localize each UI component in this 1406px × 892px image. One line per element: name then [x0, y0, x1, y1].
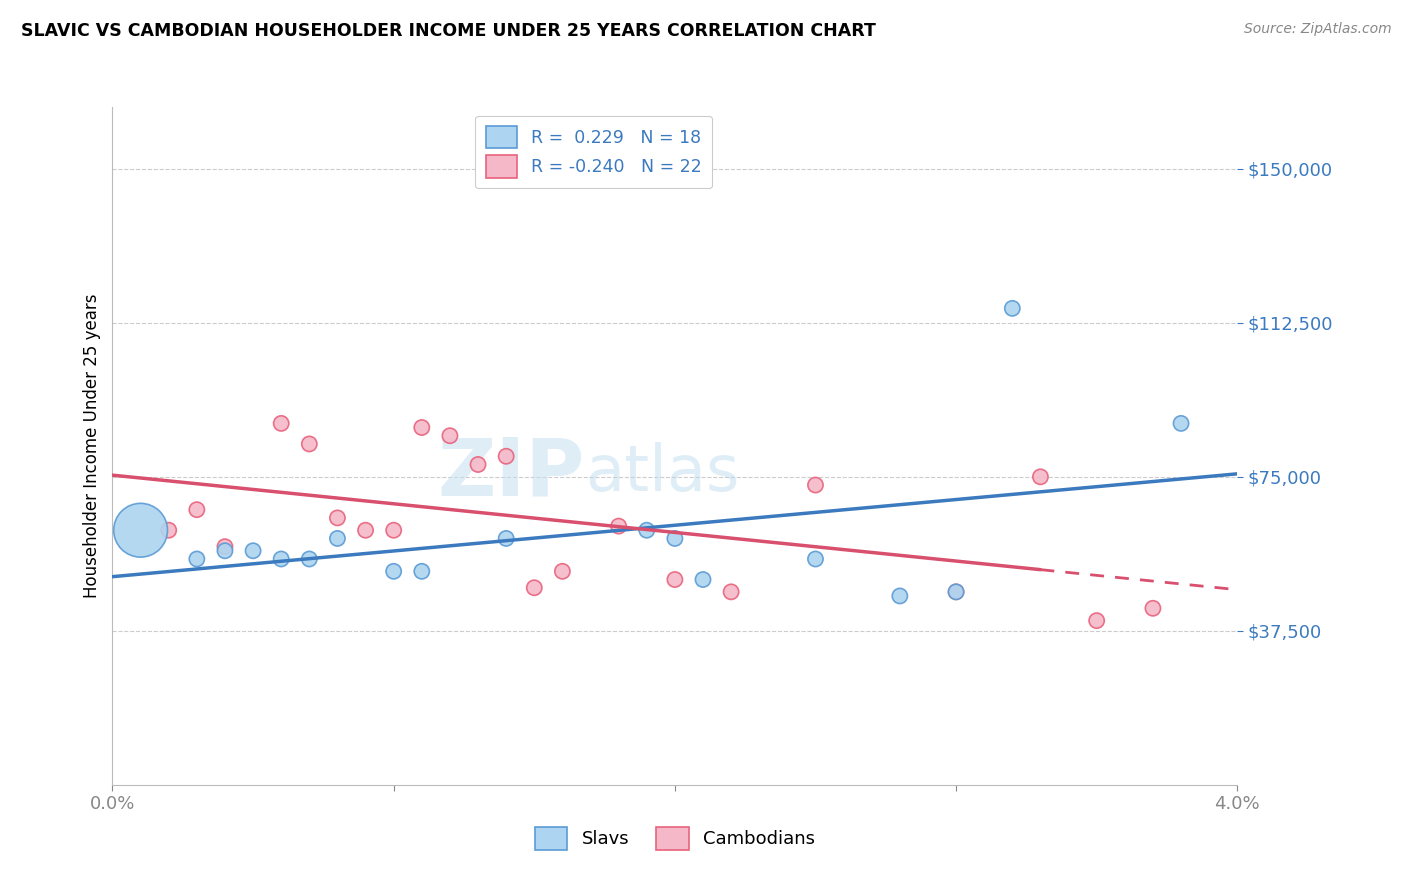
Point — [382, 564, 405, 578]
Point — [186, 502, 208, 516]
Point — [636, 523, 658, 537]
Point — [1085, 614, 1108, 628]
Text: ZIP: ZIP — [437, 434, 585, 512]
Point — [551, 564, 574, 578]
Point — [945, 585, 967, 599]
Point — [411, 564, 433, 578]
Point — [1142, 601, 1164, 615]
Point — [270, 552, 292, 566]
Point — [607, 519, 630, 533]
Point — [523, 581, 546, 595]
Point — [242, 543, 264, 558]
Point — [326, 511, 349, 525]
Point — [664, 532, 686, 546]
Point — [298, 552, 321, 566]
Point — [495, 532, 517, 546]
Point — [720, 585, 742, 599]
Point — [186, 552, 208, 566]
Text: SLAVIC VS CAMBODIAN HOUSEHOLDER INCOME UNDER 25 YEARS CORRELATION CHART: SLAVIC VS CAMBODIAN HOUSEHOLDER INCOME U… — [21, 22, 876, 40]
Y-axis label: Householder Income Under 25 years: Householder Income Under 25 years — [83, 293, 101, 599]
Point — [664, 573, 686, 587]
Point — [326, 532, 349, 546]
Point — [945, 585, 967, 599]
Point — [1029, 470, 1052, 484]
Point — [804, 478, 827, 492]
Point — [411, 420, 433, 434]
Point — [889, 589, 911, 603]
Text: Source: ZipAtlas.com: Source: ZipAtlas.com — [1244, 22, 1392, 37]
Point — [157, 523, 180, 537]
Point — [214, 543, 236, 558]
Point — [354, 523, 377, 537]
Point — [270, 417, 292, 431]
Point — [439, 428, 461, 442]
Point — [692, 573, 714, 587]
Point — [467, 458, 489, 472]
Point — [804, 552, 827, 566]
Text: atlas: atlas — [585, 442, 740, 504]
Point — [129, 523, 152, 537]
Point — [1170, 417, 1192, 431]
Point — [495, 450, 517, 464]
Legend: Slavs, Cambodians: Slavs, Cambodians — [527, 820, 823, 857]
Point — [1001, 301, 1024, 316]
Point — [382, 523, 405, 537]
Point — [214, 540, 236, 554]
Point — [298, 437, 321, 451]
